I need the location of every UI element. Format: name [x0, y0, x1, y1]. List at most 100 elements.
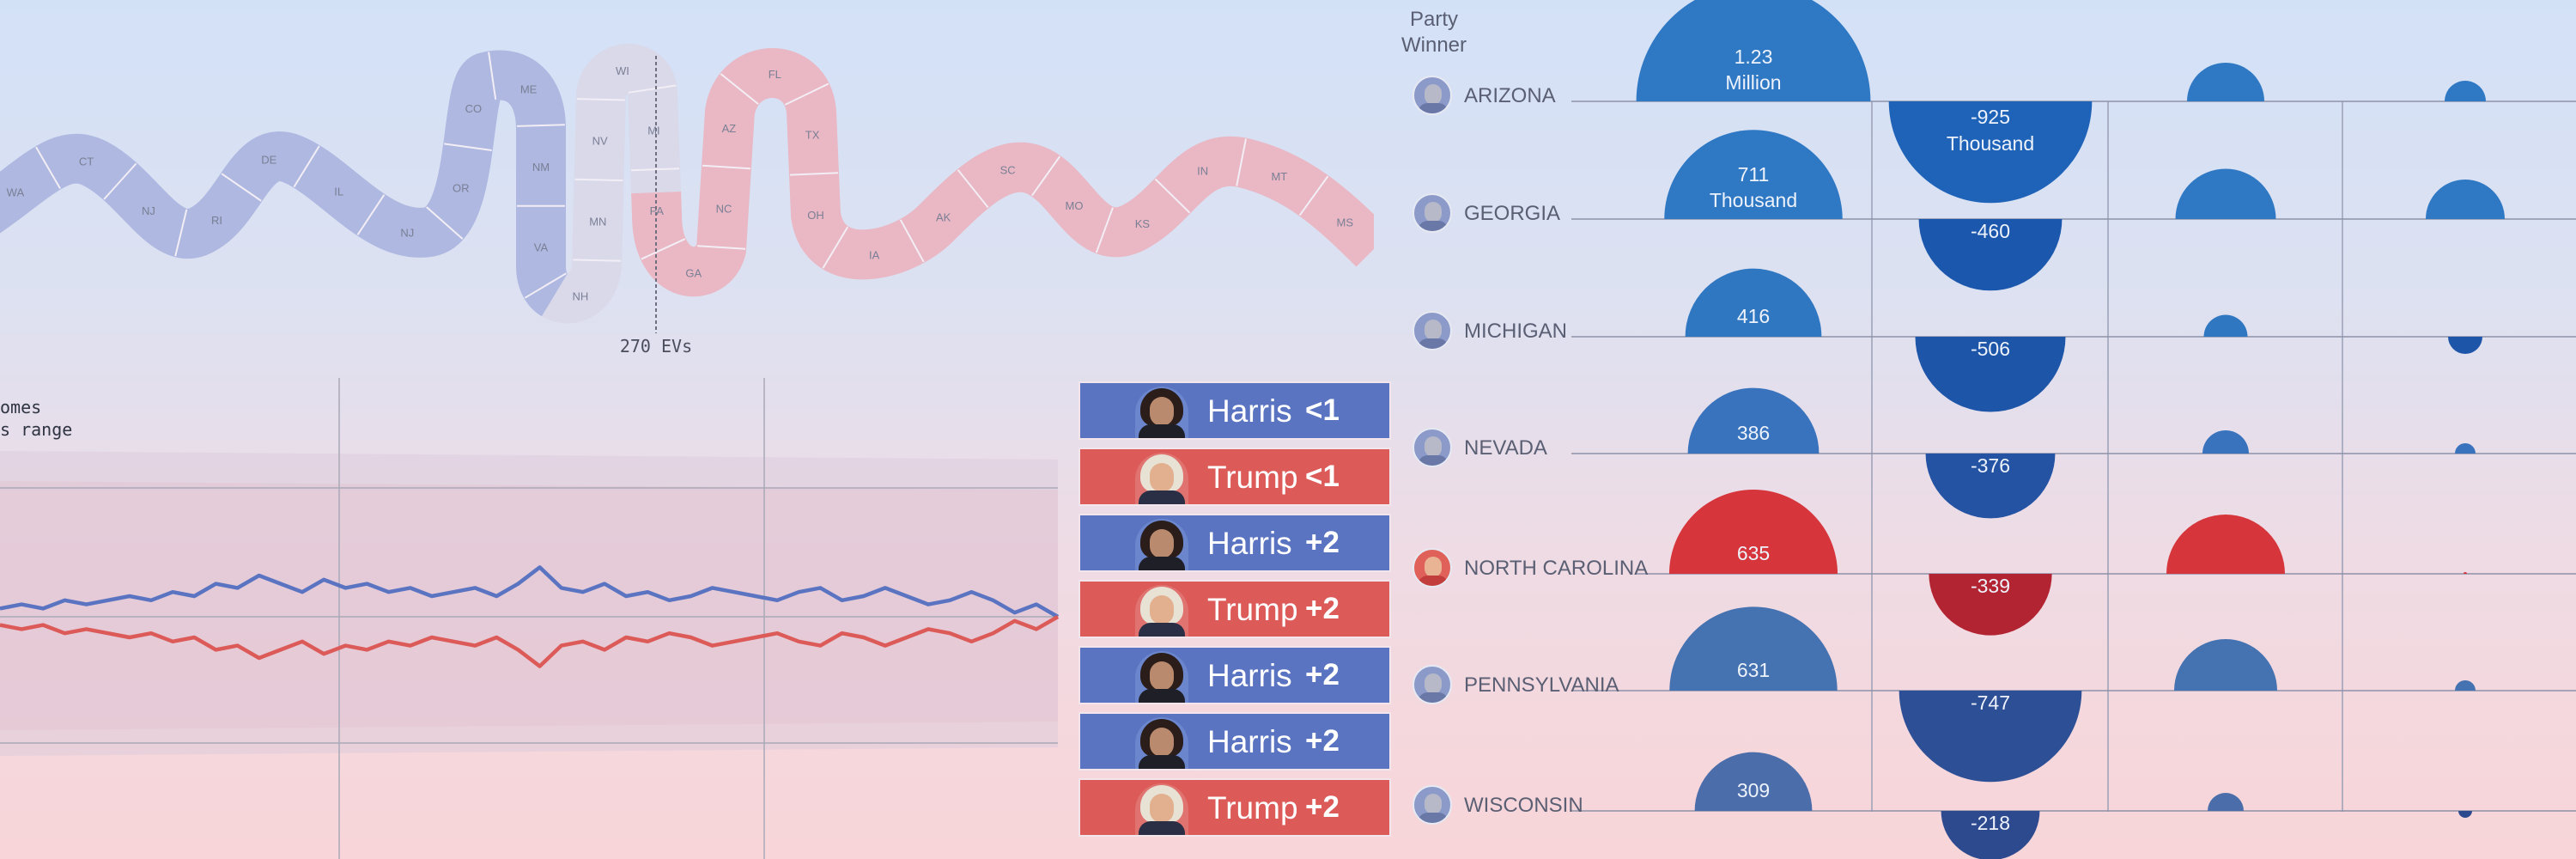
snake-state-label: TX	[805, 129, 820, 142]
snake-state-label: NC	[716, 202, 732, 215]
snake-divider	[1095, 207, 1114, 253]
header-party: Party	[1409, 8, 1458, 31]
snake-divider	[784, 82, 829, 106]
bubble-col1-label: 631	[1737, 659, 1770, 681]
snake-divider	[444, 143, 492, 151]
snake-divider	[1154, 178, 1191, 214]
bubble-col2	[1915, 337, 2066, 412]
snake-state-label: OH	[807, 209, 824, 222]
state-name: NEVADA	[1464, 436, 1547, 460]
bubble-col2	[1918, 219, 2063, 291]
candidate-card[interactable]: Harris +2	[1078, 712, 1391, 771]
snake-state-label: CO	[465, 102, 483, 115]
snake-state-label: NH	[573, 289, 589, 302]
harris-portrait-icon	[1135, 519, 1188, 570]
candidate-margin: +2	[1305, 790, 1340, 824]
trump-portrait-icon	[1135, 453, 1188, 504]
bubble-col3	[2187, 63, 2264, 101]
candidate-card[interactable]: Harris +2	[1078, 514, 1391, 572]
bubble-col3	[2208, 793, 2244, 811]
candidate-card[interactable]: Harris <1	[1078, 381, 1391, 440]
trump-avatar-icon	[1413, 548, 1452, 588]
snake-divider	[174, 209, 188, 257]
bubble-col1	[1668, 489, 1838, 574]
bubble-col1-label: 635	[1737, 542, 1770, 564]
candidate-card[interactable]: Trump +2	[1078, 778, 1391, 837]
candidate-margin: <1	[1305, 460, 1340, 493]
bubble-col1	[1664, 130, 1843, 219]
bubble-col2-label: -506	[1971, 338, 2010, 360]
snake-state-label: MN	[589, 215, 606, 228]
snake-state-label: RI	[211, 214, 222, 227]
bubble-col3	[2203, 314, 2248, 337]
bubble-col1	[1687, 387, 1820, 454]
candidate-name: Harris	[1207, 393, 1292, 429]
candidate-name: Trump	[1207, 790, 1298, 825]
bubble-col3	[2174, 639, 2277, 691]
bubble-col4	[2455, 680, 2476, 691]
snake-divider	[426, 206, 464, 240]
snake-divider	[1236, 138, 1247, 186]
snake-state-label: KS	[1135, 217, 1151, 230]
bubble-col2-label: -376	[1971, 454, 2010, 477]
snake-state-label: MT	[1271, 170, 1287, 183]
snake-state-label: CT	[79, 155, 94, 168]
snake-divider	[641, 238, 686, 260]
series-line-0	[0, 565, 1060, 618]
snake-state-label: IN	[1197, 164, 1208, 177]
snake-divider	[524, 272, 567, 299]
header-winner: Winner	[1400, 34, 1467, 57]
bubble-col2	[1929, 574, 2052, 636]
snake-divider	[516, 124, 565, 127]
snake-state-label: WI	[616, 64, 629, 77]
bubble-col2	[1925, 454, 2056, 519]
snake-state-label: PA	[650, 204, 665, 217]
bubble-col4	[2426, 180, 2505, 219]
snake-divider	[293, 145, 320, 188]
candidate-margin: +2	[1305, 592, 1340, 625]
ev-snake-chart: WA CT NJ RI DE IL NJ OR CO ME NM VA NH MN NV WI MI PA GA NC…	[0, 44, 1374, 356]
snake-divider	[576, 98, 625, 101]
bubble-col1	[1685, 268, 1822, 337]
candidate-margin: <1	[1305, 393, 1340, 427]
snake-state-label: MS	[1337, 216, 1354, 229]
state-name: WISCONSIN	[1464, 794, 1583, 817]
harris-avatar-icon	[1413, 665, 1452, 704]
state-name: GEORGIA	[1464, 202, 1561, 225]
candidate-name: Trump	[1207, 592, 1298, 627]
snake-divider	[488, 52, 497, 101]
trump-portrait-icon	[1135, 585, 1188, 637]
snake-state-label: DE	[261, 154, 276, 167]
snake-divider	[899, 219, 925, 263]
candidate-card[interactable]: Harris +2	[1078, 646, 1391, 704]
snake-state-label: MO	[1065, 199, 1083, 212]
candidate-card[interactable]: Trump <1	[1078, 448, 1391, 506]
snake-divider	[628, 84, 677, 94]
bubble-col2-label: -339	[1971, 575, 2010, 597]
snake-divider	[221, 173, 262, 202]
bubble-col1-label: 416	[1737, 305, 1770, 327]
snake-state-label: IL	[334, 186, 343, 198]
inner-range-band	[0, 481, 1058, 730]
harris-portrait-icon	[1135, 387, 1188, 438]
bubble-col1-label: Thousand	[1710, 189, 1797, 211]
candidate-margin: +2	[1305, 724, 1340, 758]
candidate-margin: +2	[1305, 526, 1340, 559]
bubble-col2-label: Thousand	[1947, 132, 2034, 155]
harris-avatar-icon	[1413, 193, 1452, 233]
bubble-col1-label: 386	[1737, 422, 1770, 444]
candidate-name: Harris	[1207, 724, 1292, 759]
bubble-col2-label: -747	[1971, 691, 2010, 714]
bubble-col3	[2202, 430, 2249, 454]
snake-state-label: NJ	[142, 204, 155, 217]
trump-portrait-icon	[1135, 783, 1188, 835]
snake-segment	[0, 44, 1374, 324]
bubble-col2-label: -218	[1971, 812, 2010, 834]
bubble-col4	[2445, 81, 2486, 101]
snake-divider	[573, 259, 622, 262]
candidate-card[interactable]: Trump +2	[1078, 580, 1391, 638]
snake-divider	[790, 172, 839, 176]
bubble-col1	[1669, 606, 1838, 691]
state-name: ARIZONA	[1464, 84, 1556, 107]
state-name: PENNSYLVANIA	[1464, 673, 1619, 697]
